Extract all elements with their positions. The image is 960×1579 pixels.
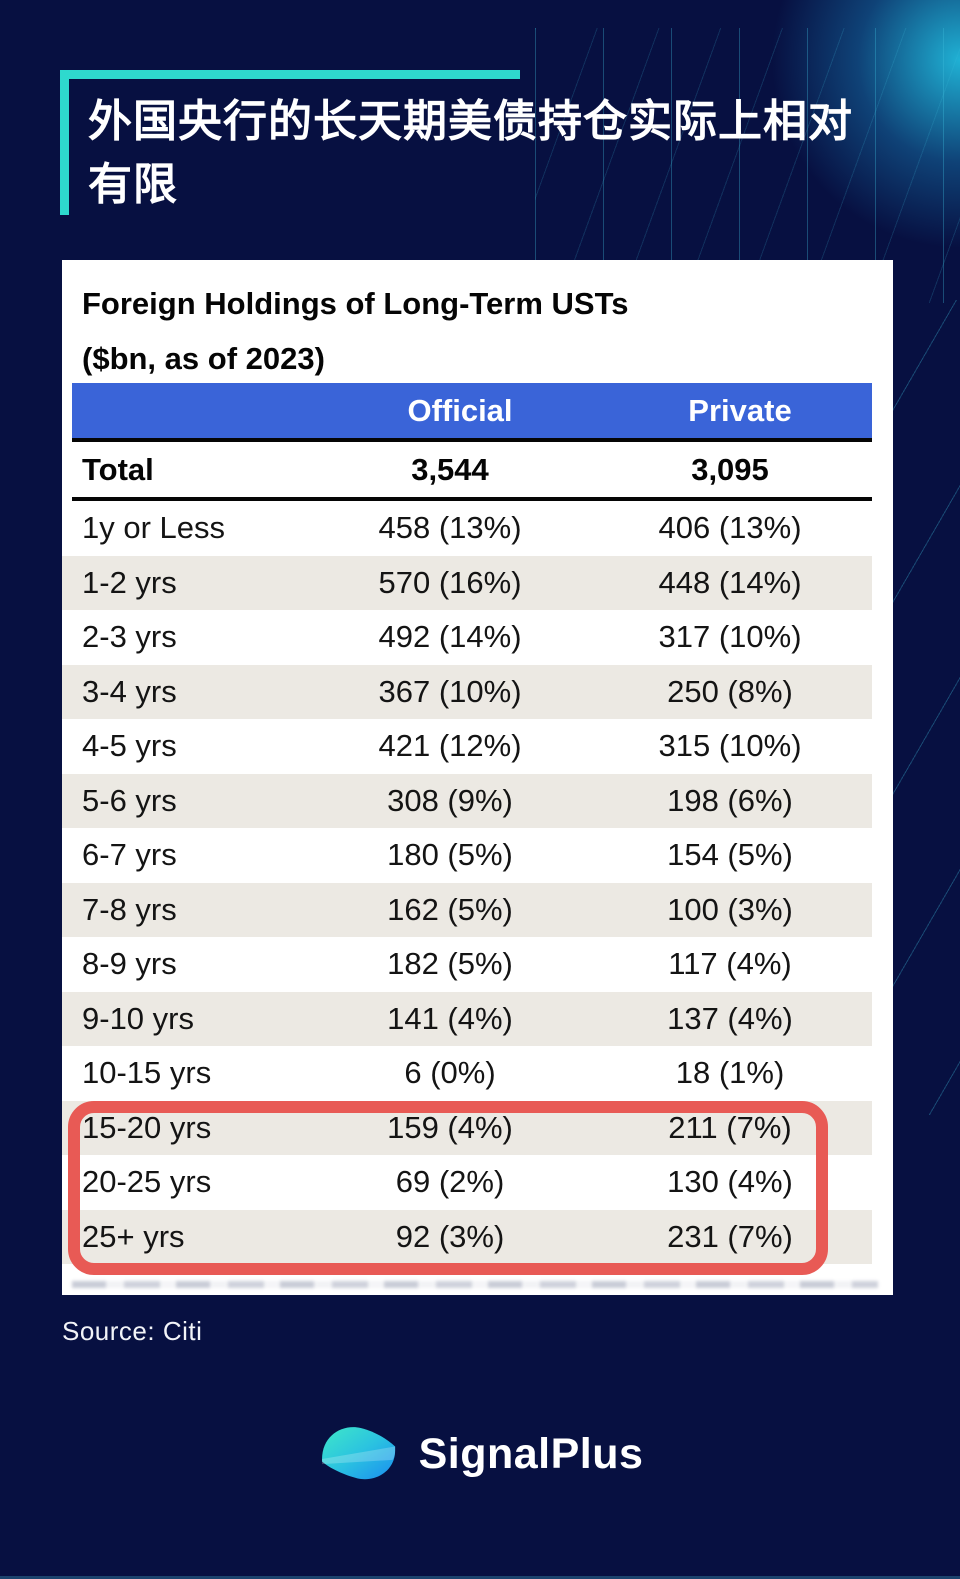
table-row: 7-8 yrs 162 (5%) 100 (3%) bbox=[62, 882, 872, 937]
row-private-value: 231 (7%) bbox=[667, 1218, 793, 1254]
row-maturity-label: 1y or Less bbox=[82, 510, 226, 545]
table-row: 20-25 yrs 69 (2%) 130 (4%) bbox=[62, 1155, 872, 1210]
total-label: Total bbox=[82, 452, 154, 487]
row-official-value: 308 (9%) bbox=[387, 782, 513, 818]
row-private-value: 250 (8%) bbox=[667, 673, 793, 709]
table-footnote-blurred bbox=[72, 1281, 878, 1288]
table-row: 1-2 yrs 570 (16%) 448 (14%) bbox=[62, 555, 872, 610]
table-row: 25+ yrs 92 (3%) 231 (7%) bbox=[62, 1209, 872, 1264]
row-maturity-label: 9-10 yrs bbox=[82, 1000, 194, 1036]
row-official-value: 159 (4%) bbox=[387, 1109, 513, 1145]
total-private-value: 3,095 bbox=[691, 452, 769, 487]
table-header-row: Official Private bbox=[72, 383, 872, 438]
row-official-value: 492 (14%) bbox=[378, 619, 522, 654]
row-official-value: 69 (2%) bbox=[395, 1164, 505, 1199]
row-maturity-label: 25+ yrs bbox=[82, 1218, 185, 1254]
divider-line bbox=[72, 438, 872, 442]
brand-footer: SignalPlus bbox=[0, 1420, 960, 1488]
table-title: Foreign Holdings of Long-Term USTs ($bn,… bbox=[82, 276, 628, 386]
table-title-line2: ($bn, as of 2023) bbox=[82, 341, 325, 376]
divider-line bbox=[72, 497, 872, 501]
row-private-value: 18 (1%) bbox=[675, 1055, 785, 1090]
row-official-value: 92 (3%) bbox=[395, 1218, 505, 1254]
row-private-value: 154 (5%) bbox=[667, 837, 793, 872]
brand-name: SignalPlus bbox=[418, 1429, 644, 1478]
row-private-value: 211 (7%) bbox=[668, 1109, 792, 1145]
row-private-value: 100 (3%) bbox=[667, 891, 793, 927]
table-row: 10-15 yrs 6 (0%) 18 (1%) bbox=[62, 1046, 872, 1101]
row-private-value: 448 (14%) bbox=[658, 564, 802, 600]
row-official-value: 421 (12%) bbox=[378, 728, 522, 763]
row-maturity-label: 6-7 yrs bbox=[82, 837, 177, 872]
row-private-value: 315 (10%) bbox=[658, 728, 802, 763]
row-maturity-label: 7-8 yrs bbox=[82, 891, 177, 927]
row-maturity-label: 3-4 yrs bbox=[82, 673, 177, 709]
row-official-value: 458 (13%) bbox=[378, 510, 522, 545]
column-header-private: Private bbox=[688, 393, 792, 428]
row-maturity-label: 2-3 yrs bbox=[82, 619, 177, 654]
page-title-line2: 有限 bbox=[88, 160, 178, 209]
table-row: 15-20 yrs 159 (4%) 211 (7%) bbox=[62, 1100, 872, 1155]
table-total-row: Total 3,544 3,095 bbox=[62, 442, 872, 497]
row-private-value: 130 (4%) bbox=[667, 1164, 793, 1199]
signalplus-logo-icon bbox=[321, 1427, 395, 1480]
row-official-value: 162 (5%) bbox=[387, 891, 513, 927]
table-row: 4-5 yrs 421 (12%) 315 (10%) bbox=[62, 719, 872, 774]
row-maturity-label: 15-20 yrs bbox=[82, 1109, 212, 1145]
row-private-value: 406 (13%) bbox=[658, 510, 802, 545]
row-official-value: 570 (16%) bbox=[378, 564, 522, 600]
headline-accent-left-bar bbox=[60, 70, 69, 215]
table-row: 8-9 yrs 182 (5%) 117 (4%) bbox=[62, 937, 872, 992]
page-title: 外国央行的长天期美债持仓实际上相对 有限 bbox=[88, 90, 898, 216]
row-official-value: 6 (0%) bbox=[404, 1055, 496, 1090]
row-private-value: 137 (4%) bbox=[667, 1000, 793, 1036]
row-maturity-label: 5-6 yrs bbox=[82, 782, 177, 818]
source-note: Source: Citi bbox=[62, 1316, 203, 1346]
table-row: 6-7 yrs 180 (5%) 154 (5%) bbox=[62, 828, 872, 883]
table-body: 1y or Less 458 (13%) 406 (13%) 1-2 yrs 570 (… bbox=[62, 501, 872, 1264]
table-row: 9-10 yrs 141 (4%) 137 (4%) bbox=[62, 991, 872, 1046]
total-official-value: 3,544 bbox=[411, 452, 489, 487]
headline-accent-top-bar bbox=[60, 70, 520, 79]
row-official-value: 182 (5%) bbox=[387, 946, 513, 981]
table-row: 1y or Less 458 (13%) 406 (13%) bbox=[62, 501, 872, 556]
row-official-value: 367 (10%) bbox=[378, 673, 522, 709]
table-row: 2-3 yrs 492 (14%) 317 (10%) bbox=[62, 610, 872, 665]
column-header-official: Official bbox=[407, 393, 513, 428]
data-table-card: Foreign Holdings of Long-Term USTs ($bn,… bbox=[62, 260, 893, 1295]
bottom-accent-line bbox=[0, 1576, 960, 1579]
table-row: 3-4 yrs 367 (10%) 250 (8%) bbox=[62, 664, 872, 719]
row-maturity-label: 1-2 yrs bbox=[82, 564, 177, 600]
row-maturity-label: 4-5 yrs bbox=[82, 728, 177, 763]
diagonal-lines-pattern-top bbox=[535, 28, 960, 303]
row-private-value: 317 (10%) bbox=[658, 619, 802, 654]
row-official-value: 141 (4%) bbox=[387, 1000, 513, 1036]
table-title-line1: Foreign Holdings of Long-Term USTs bbox=[82, 286, 629, 321]
row-official-value: 180 (5%) bbox=[387, 837, 513, 872]
row-maturity-label: 10-15 yrs bbox=[82, 1055, 212, 1090]
row-maturity-label: 8-9 yrs bbox=[82, 946, 177, 981]
row-maturity-label: 20-25 yrs bbox=[82, 1164, 212, 1199]
row-private-value: 198 (6%) bbox=[667, 782, 793, 818]
row-private-value: 117 (4%) bbox=[668, 946, 792, 981]
page-title-line1: 外国央行的长天期美债持仓实际上相对 bbox=[88, 97, 853, 146]
table-row: 5-6 yrs 308 (9%) 198 (6%) bbox=[62, 773, 872, 828]
